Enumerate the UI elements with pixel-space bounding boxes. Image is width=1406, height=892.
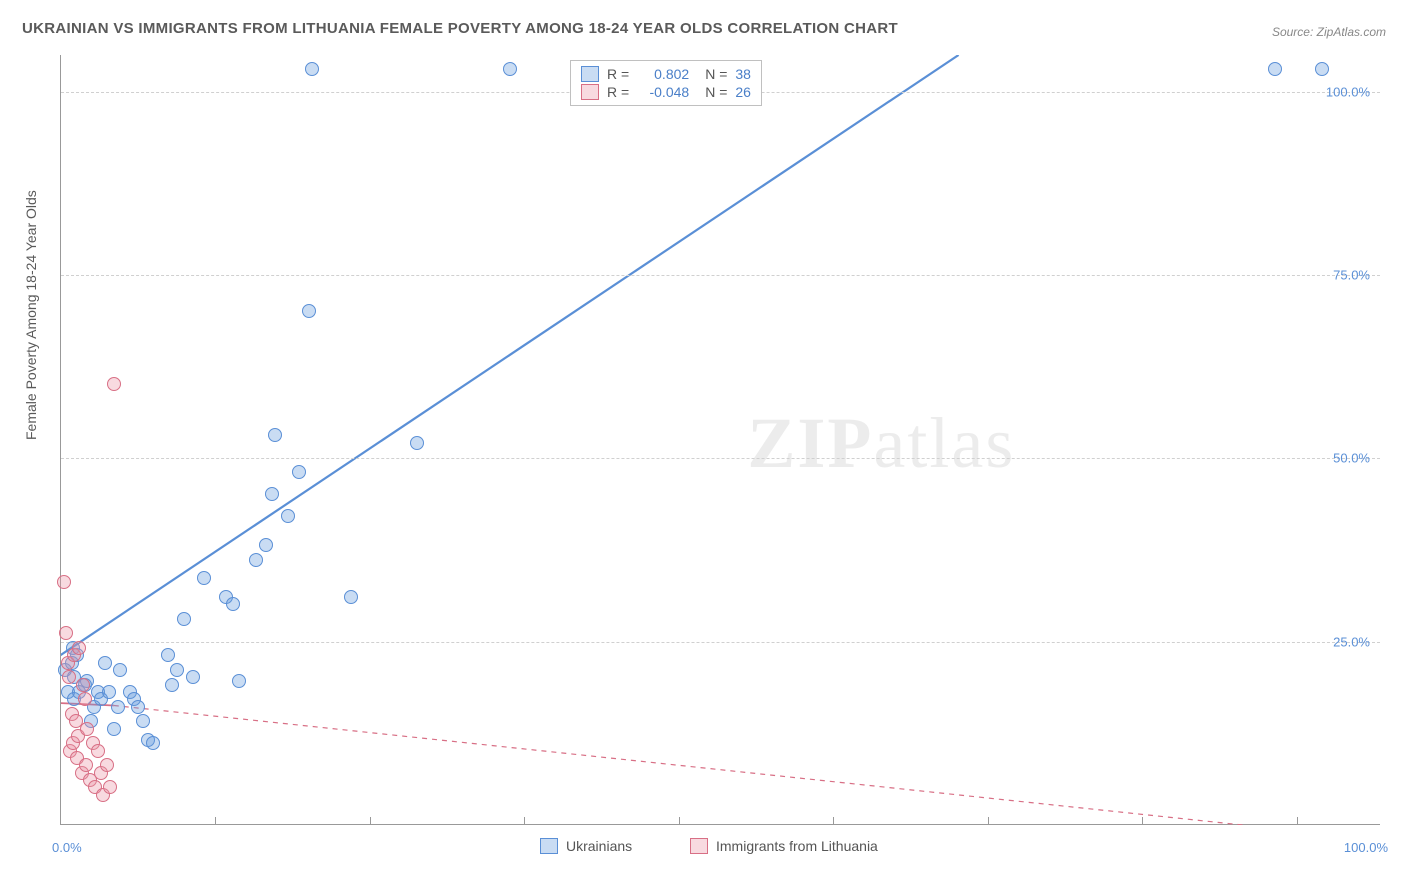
gridline-v <box>833 817 834 825</box>
data-point <box>76 678 90 692</box>
correlation-legend: R = 0.802 N = 38 R = -0.048 N = 26 <box>570 60 762 106</box>
x-end-label: 100.0% <box>1344 840 1388 855</box>
data-point <box>292 465 306 479</box>
data-point <box>259 538 273 552</box>
data-point <box>107 722 121 736</box>
gridline-v <box>679 817 680 825</box>
data-point <box>79 758 93 772</box>
y-tick-label: 100.0% <box>1326 84 1370 99</box>
data-point <box>1268 62 1282 76</box>
data-point <box>103 780 117 794</box>
data-point <box>62 670 76 684</box>
legend-r-value: -0.048 <box>637 84 689 100</box>
data-point <box>186 670 200 684</box>
legend-n-value: 38 <box>735 66 751 82</box>
chart-plot-area: ZIPatlas 25.0% 50.0% 75.0% 100.0% <box>60 55 1380 825</box>
legend-row: R = 0.802 N = 38 <box>581 65 751 83</box>
legend-r-label: R = <box>607 66 629 82</box>
legend-r-label: R = <box>607 84 629 100</box>
legend-n-label: N = <box>705 84 727 100</box>
y-tick-label: 75.0% <box>1333 268 1370 283</box>
trend-lines-layer <box>61 55 1381 825</box>
watermark-light: atlas <box>873 403 1015 483</box>
data-point <box>302 304 316 318</box>
data-point <box>131 700 145 714</box>
data-point <box>249 553 263 567</box>
data-point <box>232 674 246 688</box>
data-point <box>281 509 295 523</box>
y-axis-label: Female Poverty Among 18-24 Year Olds <box>23 190 39 440</box>
data-point <box>107 377 121 391</box>
data-point <box>170 663 184 677</box>
data-point <box>410 436 424 450</box>
gridline-v <box>370 817 371 825</box>
legend-swatch <box>581 66 599 82</box>
legend-swatch <box>690 838 708 854</box>
data-point <box>57 575 71 589</box>
data-point <box>305 62 319 76</box>
legend-swatch <box>540 838 558 854</box>
gridline-v <box>215 817 216 825</box>
data-point <box>113 663 127 677</box>
gridline-v <box>1297 817 1298 825</box>
watermark: ZIPatlas <box>747 402 1015 485</box>
gridline-h <box>61 458 1380 459</box>
data-point <box>72 641 86 655</box>
data-point <box>111 700 125 714</box>
data-point <box>268 428 282 442</box>
legend-swatch <box>581 84 599 100</box>
y-tick-label: 50.0% <box>1333 451 1370 466</box>
data-point <box>80 722 94 736</box>
x-origin-label: 0.0% <box>52 840 82 855</box>
gridline-h <box>61 642 1380 643</box>
gridline-v <box>1142 817 1143 825</box>
gridline-v <box>988 817 989 825</box>
data-point <box>146 736 160 750</box>
data-point <box>102 685 116 699</box>
data-point <box>161 648 175 662</box>
data-point <box>91 744 105 758</box>
data-point <box>197 571 211 585</box>
data-point <box>265 487 279 501</box>
data-point <box>1315 62 1329 76</box>
legend-label: Ukrainians <box>566 838 632 854</box>
data-point <box>344 590 358 604</box>
bottom-legend-item: Immigrants from Lithuania <box>690 838 878 854</box>
legend-label: Immigrants from Lithuania <box>716 838 878 854</box>
data-point <box>165 678 179 692</box>
legend-row: R = -0.048 N = 26 <box>581 83 751 101</box>
source-label: Source: ZipAtlas.com <box>1272 25 1386 39</box>
data-point <box>59 626 73 640</box>
bottom-legend-item: Ukrainians <box>540 838 632 854</box>
y-tick-label: 25.0% <box>1333 634 1370 649</box>
data-point <box>98 656 112 670</box>
data-point <box>100 758 114 772</box>
data-point <box>177 612 191 626</box>
legend-n-value: 26 <box>735 84 751 100</box>
legend-n-label: N = <box>705 66 727 82</box>
data-point <box>226 597 240 611</box>
data-point <box>78 692 92 706</box>
gridline-v <box>524 817 525 825</box>
data-point <box>136 714 150 728</box>
gridline-h <box>61 275 1380 276</box>
watermark-bold: ZIP <box>747 403 873 483</box>
chart-title: UKRAINIAN VS IMMIGRANTS FROM LITHUANIA F… <box>22 20 898 37</box>
legend-r-value: 0.802 <box>637 66 689 82</box>
data-point <box>503 62 517 76</box>
